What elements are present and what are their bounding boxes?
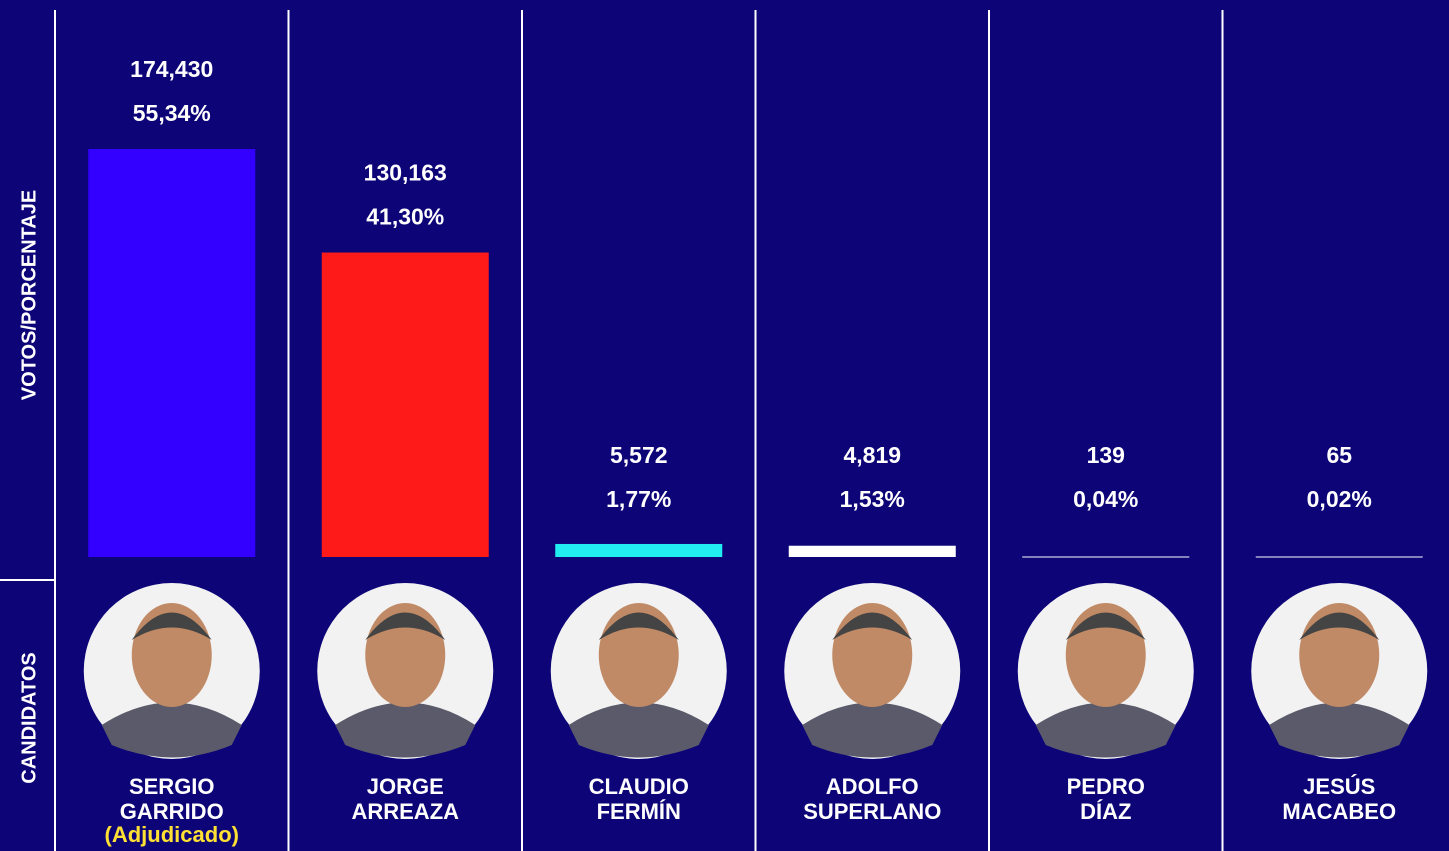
- candidate-name: JORGE ARREAZA: [351, 774, 459, 824]
- value-label: 5,572: [610, 442, 668, 468]
- candidate-name: PEDRO DÍAZ: [1067, 774, 1145, 824]
- photo-hair: [1299, 612, 1380, 640]
- photo-hair: [131, 612, 212, 640]
- candidate-name: SERGIO GARRIDO: [120, 774, 224, 824]
- candidate-photo: [1251, 583, 1428, 759]
- candidate-name: ADOLFO SUPERLANO: [803, 774, 941, 824]
- bar: [88, 149, 256, 557]
- winner-note: (Adjudicado): [105, 822, 239, 847]
- candidate-name: CLAUDIO FERMÍN: [589, 774, 689, 824]
- y-axis-title: VOTOS/PORCENTAJE: [18, 190, 40, 400]
- photo-hair: [832, 612, 913, 640]
- candidate-photo: [83, 583, 260, 759]
- percentage-label: 41,30%: [366, 204, 444, 230]
- candidate-photo: [317, 583, 494, 759]
- photo-shoulders: [335, 702, 476, 758]
- photo-hair: [365, 612, 446, 640]
- value-label: 65: [1326, 442, 1352, 468]
- photo-hair: [1065, 612, 1146, 640]
- bar: [321, 252, 489, 557]
- candidate-photo: [550, 583, 727, 759]
- candidate-name: JESÚS MACABEO: [1282, 774, 1396, 824]
- bar: [788, 545, 956, 557]
- percentage-label: 0,04%: [1073, 486, 1138, 512]
- photo-shoulders: [568, 702, 709, 758]
- photo-hair: [598, 612, 679, 640]
- candidate-photo: [784, 583, 961, 759]
- photo-shoulders: [101, 702, 242, 758]
- percentage-label: 55,34%: [133, 100, 211, 126]
- percentage-label: 0,02%: [1307, 486, 1372, 512]
- value-label: 130,163: [364, 160, 447, 186]
- value-label: 174,430: [130, 56, 213, 82]
- photo-shoulders: [1269, 702, 1410, 758]
- x-axis-title: CANDIDATOS: [18, 652, 40, 783]
- bar: [555, 543, 723, 557]
- percentage-label: 1,77%: [606, 486, 671, 512]
- candidate-photo: [1017, 583, 1194, 759]
- percentage-label: 1,53%: [840, 486, 905, 512]
- value-label: 139: [1087, 442, 1125, 468]
- photo-shoulders: [802, 702, 943, 758]
- photo-shoulders: [1035, 702, 1176, 758]
- value-label: 4,819: [843, 442, 901, 468]
